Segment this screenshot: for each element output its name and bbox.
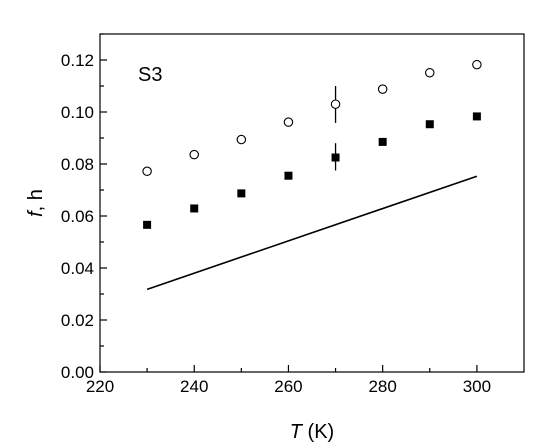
y-axis-title-rest: , h: [25, 189, 47, 211]
y-tick-label: 0.08: [61, 155, 94, 174]
data-point-square: [143, 220, 152, 229]
data-point-circle: [472, 59, 482, 70]
data-point-circle: [236, 134, 247, 145]
data-point-circle: [425, 67, 435, 78]
series-1: [143, 112, 481, 229]
x-tick-label: 300: [463, 377, 491, 396]
x-tick-label: 240: [180, 377, 208, 396]
data-point-square: [472, 112, 481, 121]
data-point-square: [331, 153, 340, 162]
x-tick-label: 220: [86, 377, 114, 396]
y-tick-label: 0.10: [61, 103, 94, 122]
data-point-circle: [142, 166, 152, 177]
x-tick-label: 260: [274, 377, 302, 396]
x-tick-label: 280: [368, 377, 396, 396]
series-0: [142, 59, 482, 177]
data-point-circle: [283, 117, 294, 127]
data-point-circle: [377, 84, 388, 94]
x-axis-title-italic: T: [290, 421, 304, 443]
data-point-square: [190, 204, 199, 213]
y-tick-label: 0.12: [61, 51, 94, 70]
series-2: [146, 175, 478, 291]
y-axis-title-italic: f: [25, 209, 47, 217]
plot-frame: [99, 33, 525, 373]
y-tick-label: 0.06: [61, 207, 94, 226]
data-layer: [142, 59, 482, 291]
y-tick-label: 0.00: [61, 363, 94, 382]
data-point-square: [284, 171, 293, 180]
x-axis-title: T (K): [290, 421, 334, 443]
ticks-layer: 220 240 260 280 300 0.00 0.02 0.04 0.06 0.08 0.10 0…: [61, 33, 491, 396]
data-point-square: [425, 120, 434, 129]
y-tick-label: 0.02: [61, 311, 94, 330]
x-axis-title-rest: (K): [302, 421, 334, 443]
annotation-label: S3: [138, 64, 162, 86]
data-point-square: [378, 137, 387, 146]
data-point-circle: [189, 149, 199, 160]
y-tick-label: 0.04: [61, 259, 94, 278]
y-axis-title: f, h: [25, 189, 47, 217]
data-point-square: [237, 189, 246, 198]
data-point-circle: [330, 99, 341, 109]
series-line: [146, 175, 478, 291]
